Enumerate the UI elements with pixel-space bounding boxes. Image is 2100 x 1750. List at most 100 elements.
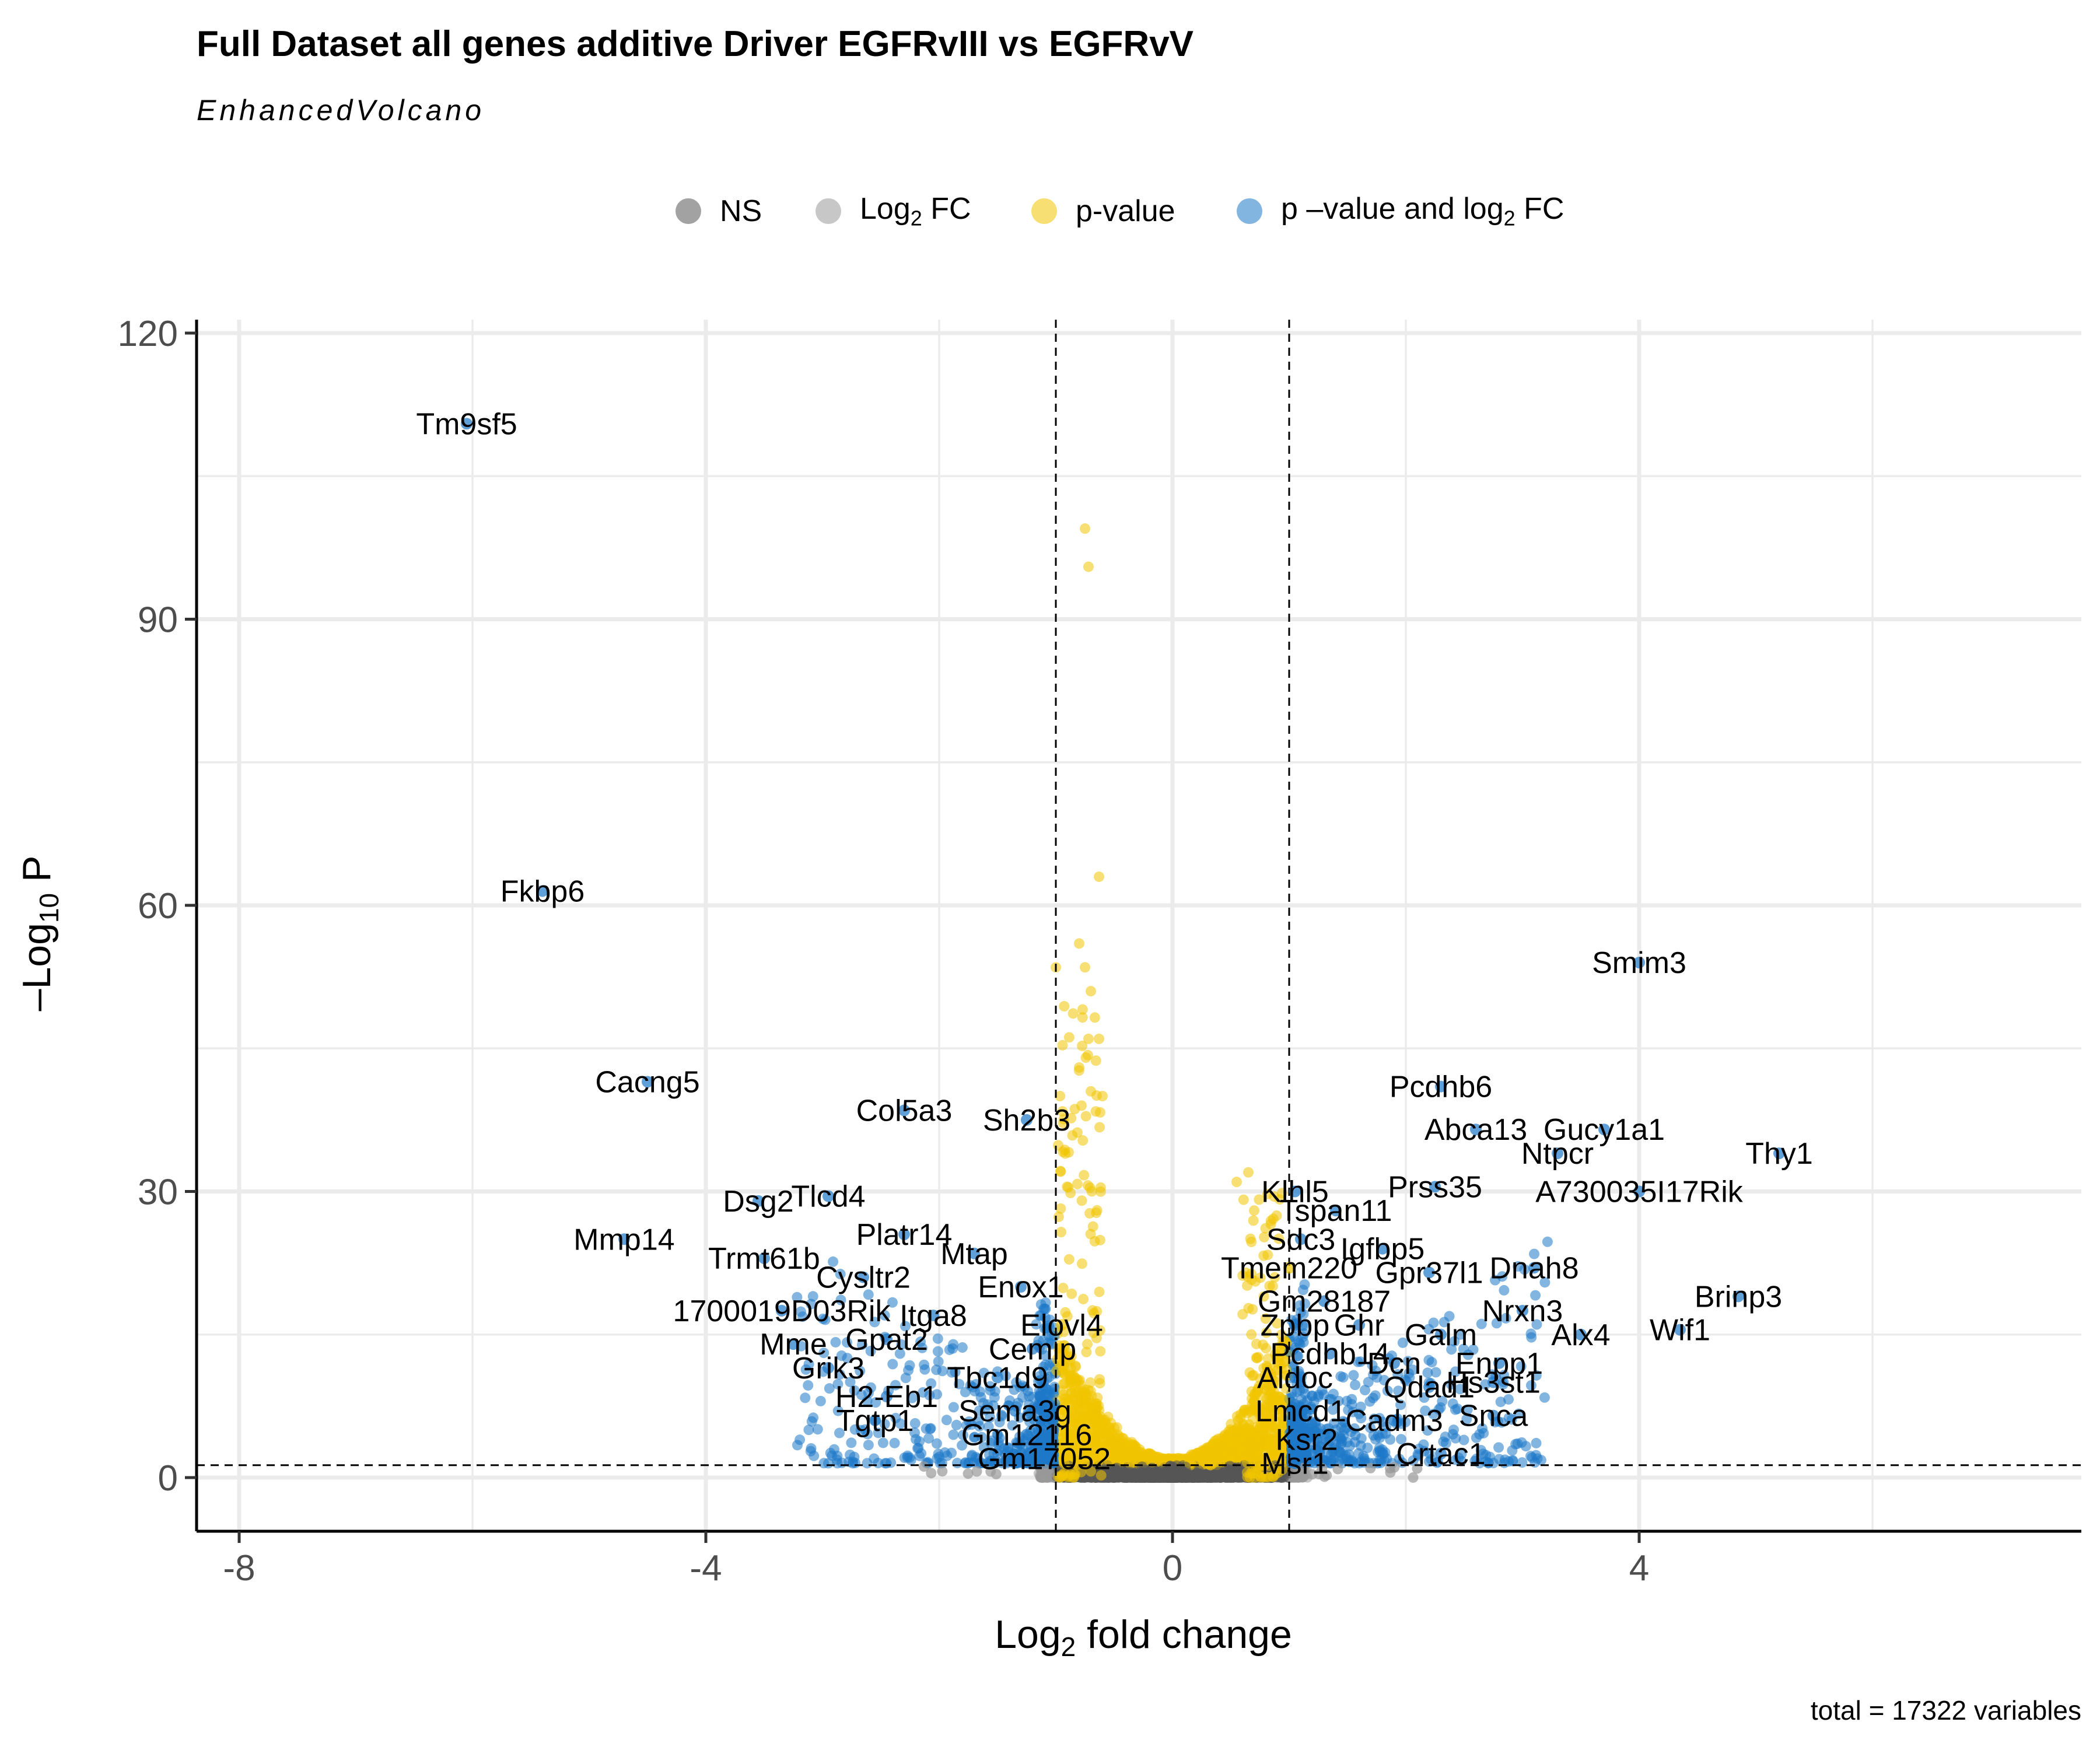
data-point <box>1539 1392 1550 1403</box>
x-tick-label: -8 <box>223 1548 255 1588</box>
data-point <box>1068 1008 1079 1019</box>
data-point <box>1074 938 1084 949</box>
data-point <box>1104 1422 1115 1433</box>
data-point <box>1088 1411 1100 1422</box>
x-axis-label: Log2 fold change <box>995 1612 1292 1662</box>
data-point <box>1247 1370 1258 1381</box>
data-point <box>1180 1461 1191 1472</box>
data-point <box>1093 1401 1104 1412</box>
data-point <box>1103 1455 1114 1466</box>
data-point <box>862 1458 873 1469</box>
label-abca13: Abca13 <box>1424 1113 1527 1147</box>
label-tspan11: Tspan11 <box>1280 1194 1392 1228</box>
label-col5a3: Col5a3 <box>856 1094 953 1128</box>
data-point <box>1063 1032 1074 1043</box>
label-wif1: Wif1 <box>1650 1314 1710 1348</box>
data-point <box>1297 1284 1308 1296</box>
data-point <box>1040 1359 1051 1370</box>
threshold-lines <box>197 320 2081 1531</box>
data-point <box>1223 1426 1234 1437</box>
data-point <box>1066 1288 1077 1299</box>
data-point <box>1086 1466 1097 1477</box>
data-point <box>1076 1100 1087 1111</box>
data-point <box>1065 1374 1076 1385</box>
label-cacng5: Cacng5 <box>595 1065 699 1099</box>
label-crtac1: Crtac1 <box>1396 1437 1485 1471</box>
label-dnah8: Dnah8 <box>1489 1251 1578 1285</box>
data-point <box>1085 1377 1096 1388</box>
data-point <box>1077 1004 1088 1015</box>
data-point <box>932 1333 943 1344</box>
data-point <box>1243 1167 1254 1178</box>
data-point <box>1102 1440 1114 1451</box>
data-point <box>1094 1033 1104 1044</box>
data-point <box>946 1447 957 1458</box>
legend-item-ns: NS <box>676 188 762 235</box>
data-point <box>1077 1440 1088 1451</box>
legend-label-p: p-value <box>1076 194 1175 228</box>
data-point <box>1246 1386 1257 1397</box>
legend-label-ns: NS <box>720 194 762 228</box>
legend-dot-fc <box>816 198 841 224</box>
data-point <box>830 1336 841 1348</box>
data-point <box>1260 1313 1271 1324</box>
chart-subtitle: EnhancedVolcano <box>197 94 485 127</box>
data-point <box>1293 1350 1304 1362</box>
label-thy1: Thy1 <box>1745 1137 1813 1171</box>
data-point <box>845 1449 856 1460</box>
grid-lines <box>197 320 2081 1531</box>
data-point <box>1072 1178 1083 1189</box>
data-point <box>1077 1040 1088 1051</box>
data-point <box>1249 1205 1259 1216</box>
label-pcdhb6: Pcdhb6 <box>1390 1070 1492 1104</box>
label-fkbp6: Fkbp6 <box>501 874 585 908</box>
data-point <box>1531 1450 1542 1461</box>
y-tick-label: 30 <box>138 1172 178 1213</box>
data-point <box>1254 1194 1265 1205</box>
data-point <box>932 1346 943 1357</box>
data-point <box>1080 523 1090 534</box>
data-point <box>1059 1458 1070 1469</box>
label-msr1: Msr1 <box>1261 1447 1329 1480</box>
data-point <box>1517 1457 1528 1468</box>
data-point <box>1080 1052 1091 1063</box>
data-point <box>1091 1208 1102 1219</box>
data-point <box>1063 1182 1074 1193</box>
data-point <box>937 1366 948 1377</box>
data-point <box>1055 1091 1066 1102</box>
data-point <box>1338 1372 1349 1383</box>
legend-label-both: p –value and log2 FC <box>1281 192 1564 230</box>
data-point <box>1355 1440 1366 1451</box>
data-point <box>1242 1471 1253 1482</box>
data-point <box>1076 1195 1087 1206</box>
data-point <box>1127 1457 1138 1468</box>
data-point <box>1094 1234 1105 1245</box>
label-ntpcr: Ntpcr <box>1521 1137 1594 1171</box>
data-point <box>1230 1433 1241 1444</box>
data-point <box>902 1450 913 1461</box>
data-point <box>1059 1001 1070 1012</box>
data-point <box>1063 1254 1074 1265</box>
data-point <box>805 1446 816 1457</box>
data-point <box>794 1434 806 1446</box>
data-point <box>903 1365 914 1376</box>
x-tick-label: 4 <box>1629 1548 1649 1588</box>
data-point <box>1111 1465 1122 1476</box>
data-point <box>1070 1400 1082 1411</box>
label-tbc1d9: Tbc1d9 <box>947 1361 1048 1395</box>
data-point <box>827 1450 838 1461</box>
data-point <box>836 1457 848 1468</box>
y-tick-label: 60 <box>138 886 178 926</box>
data-point <box>1039 1323 1050 1334</box>
label-brinp3: Brinp3 <box>1695 1280 1782 1314</box>
chart-title: Full Dataset all genes additive Driver E… <box>197 24 1194 64</box>
data-point <box>1360 1385 1371 1395</box>
data-point <box>1350 1380 1361 1391</box>
data-point <box>1055 1203 1066 1214</box>
data-point <box>1083 561 1094 572</box>
data-point <box>806 1416 817 1427</box>
data-point <box>1072 1127 1083 1138</box>
data-point <box>1094 1286 1105 1297</box>
